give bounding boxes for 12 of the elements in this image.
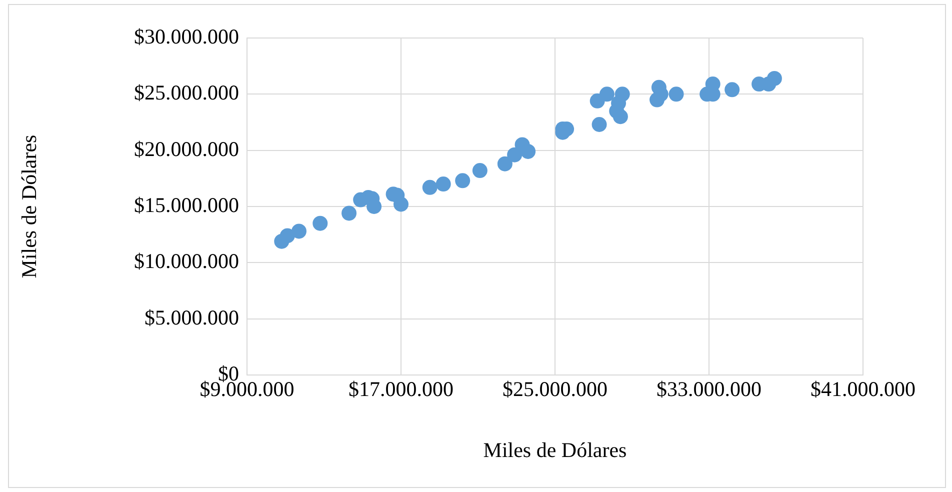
x-tick-label: $33.000.000 <box>656 377 762 402</box>
y-tick-label: $15.000.000 <box>134 193 239 218</box>
y-axis-title: Miles de Dólares <box>17 134 42 278</box>
y-tick-label: $25.000.000 <box>134 80 239 105</box>
y-tick-label: $10.000.000 <box>134 249 239 274</box>
y-tick-label: $20.000.000 <box>134 136 239 161</box>
x-tick-label: $17.000.000 <box>348 377 454 402</box>
x-axis-title: Miles de Dólares <box>483 438 627 462</box>
y-tick-label: $5.000.000 <box>144 305 239 330</box>
y-tick-label: $30.000.000 <box>134 24 239 49</box>
x-tick-label: $41.000.000 <box>810 377 916 402</box>
x-tick-label: $25.000.000 <box>502 377 608 402</box>
